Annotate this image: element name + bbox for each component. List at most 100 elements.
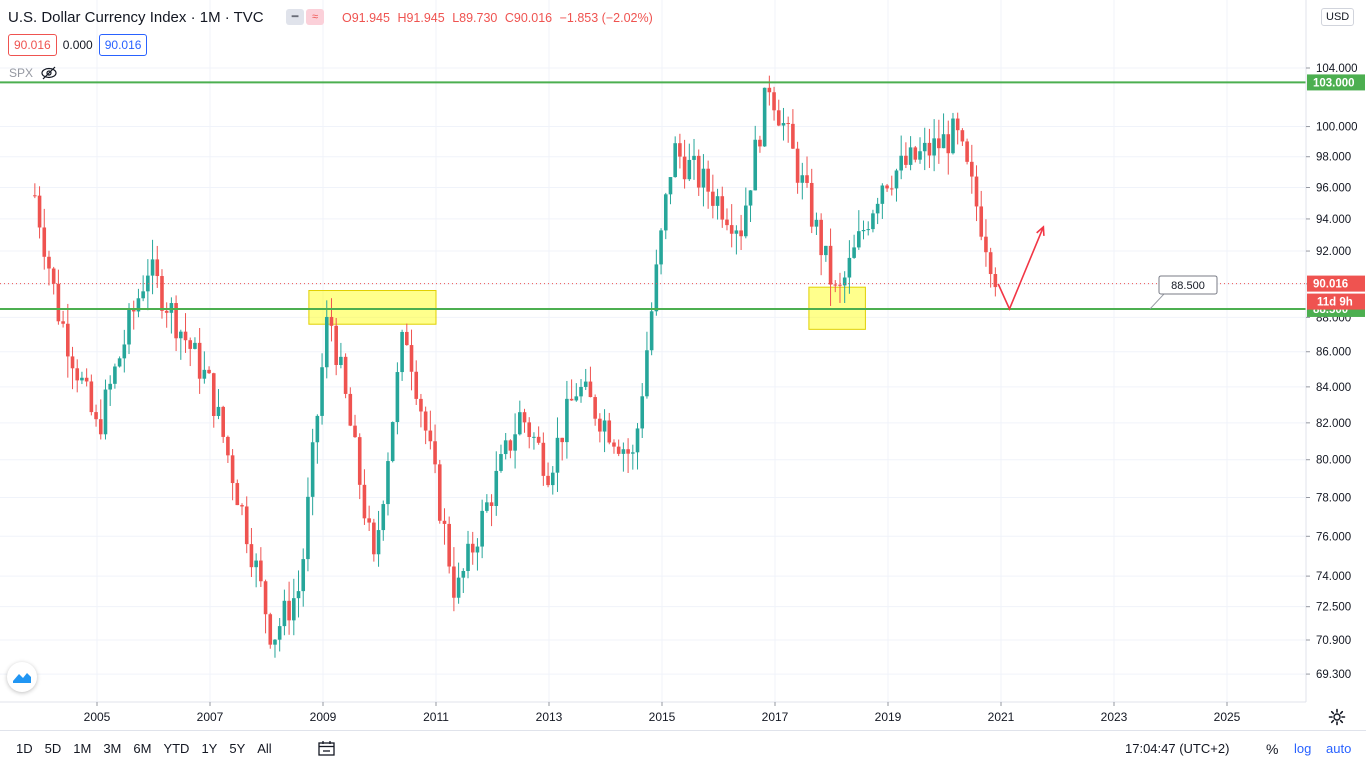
candle-body	[904, 155, 908, 165]
candle-body	[42, 227, 47, 257]
low-value: L89.730	[452, 11, 498, 25]
candle-body	[640, 396, 645, 429]
value-row: 90.016 0.000 90.016	[8, 34, 148, 56]
range-3m[interactable]: 3M	[103, 741, 122, 756]
range-1y[interactable]: 1Y	[201, 741, 218, 756]
candle	[833, 280, 838, 293]
projection-arrow	[997, 226, 1045, 311]
wave-icon[interactable]: ≈	[306, 9, 324, 25]
range-all[interactable]: All	[257, 741, 272, 756]
eye-off-icon[interactable]	[41, 66, 57, 80]
candle	[164, 302, 169, 328]
price-tick-label: 98.000	[1316, 152, 1351, 164]
price-tick-label: 69.300	[1316, 669, 1351, 681]
candle	[814, 212, 819, 235]
candle	[160, 269, 164, 319]
candle	[913, 145, 918, 163]
candle	[692, 138, 696, 180]
candle-body	[437, 464, 442, 521]
candle-body	[616, 446, 621, 454]
candle-body	[555, 437, 560, 473]
clock-time[interactable]: 17:04:47 (UTC+2)	[1125, 741, 1230, 756]
calendar-range-icon[interactable]	[318, 740, 335, 756]
candle	[211, 372, 216, 428]
candle-body	[221, 406, 225, 437]
candle	[66, 303, 70, 378]
candle	[588, 366, 593, 398]
candle-body	[315, 415, 320, 443]
candle-body	[277, 626, 282, 640]
range-6m[interactable]: 6M	[133, 741, 152, 756]
candle	[974, 165, 979, 222]
candle-body	[390, 422, 395, 462]
currency-badge[interactable]: USD	[1321, 8, 1355, 26]
candle	[183, 313, 188, 353]
candle-body	[974, 176, 979, 207]
candle	[405, 323, 409, 346]
candle-body	[937, 138, 941, 149]
range-1m[interactable]: 1M	[73, 741, 92, 756]
candle-body	[164, 310, 169, 313]
candle	[442, 508, 447, 545]
candle-body	[838, 284, 842, 286]
candle-body	[193, 342, 197, 349]
candle	[324, 300, 329, 379]
candle-body	[711, 191, 715, 206]
candle	[226, 435, 230, 463]
range-1d[interactable]: 1D	[16, 741, 33, 756]
candle	[207, 366, 211, 374]
percent-toggle[interactable]: %	[1266, 741, 1279, 757]
candle	[527, 417, 532, 449]
candle-body	[612, 442, 616, 447]
candle-body	[296, 591, 301, 599]
candle-body	[776, 110, 781, 126]
grid-lines	[0, 0, 1306, 702]
candle	[762, 87, 767, 147]
candle-body	[75, 368, 80, 381]
candle-body	[89, 381, 94, 413]
candle-body	[541, 442, 546, 476]
candle-body	[485, 502, 489, 511]
close-value-badge[interactable]: 90.016	[98, 34, 148, 56]
candle-body	[226, 436, 230, 456]
candle	[993, 267, 998, 297]
range-5d[interactable]: 5D	[44, 741, 62, 756]
price-chart[interactable]: 88.500 69.300 70.900 72.500 74.000 76.000 78.0…	[0, 0, 1366, 730]
candle-body	[405, 331, 409, 346]
candle-body	[814, 219, 819, 227]
candle-body	[682, 156, 687, 180]
gear-icon[interactable]	[1328, 708, 1346, 726]
open-value: O91.945	[342, 11, 390, 25]
last-value-badge[interactable]: 90.016	[8, 34, 57, 56]
candle-body	[37, 195, 42, 228]
price-axis-bg	[1306, 0, 1366, 702]
minus-icon[interactable]: ━	[286, 9, 304, 25]
tradingview-logo-icon[interactable]	[7, 662, 37, 692]
candle-body	[621, 449, 626, 454]
candle-body	[47, 256, 51, 269]
candle	[988, 247, 993, 288]
candle-body	[503, 440, 508, 455]
candle-body	[150, 259, 155, 276]
compare-symbol[interactable]: SPX	[9, 66, 57, 80]
candle	[452, 547, 456, 612]
candle	[37, 186, 42, 239]
candle	[254, 553, 258, 588]
candle-body	[857, 231, 861, 248]
candle	[758, 135, 762, 153]
candle-body	[889, 188, 894, 190]
candle	[565, 380, 569, 459]
candle	[230, 449, 235, 501]
legend-buttons: ━ ≈	[286, 9, 324, 25]
candle	[847, 240, 852, 294]
range-5y[interactable]: 5Y	[229, 741, 246, 756]
candle	[885, 183, 889, 192]
candle	[532, 432, 536, 450]
candle-body	[569, 398, 574, 401]
candle-body	[518, 412, 522, 435]
log-toggle[interactable]: log	[1294, 741, 1312, 756]
range-ytd[interactable]: YTD	[163, 741, 190, 756]
auto-toggle[interactable]: auto	[1326, 741, 1352, 756]
candle	[433, 424, 437, 474]
candle	[249, 528, 254, 578]
